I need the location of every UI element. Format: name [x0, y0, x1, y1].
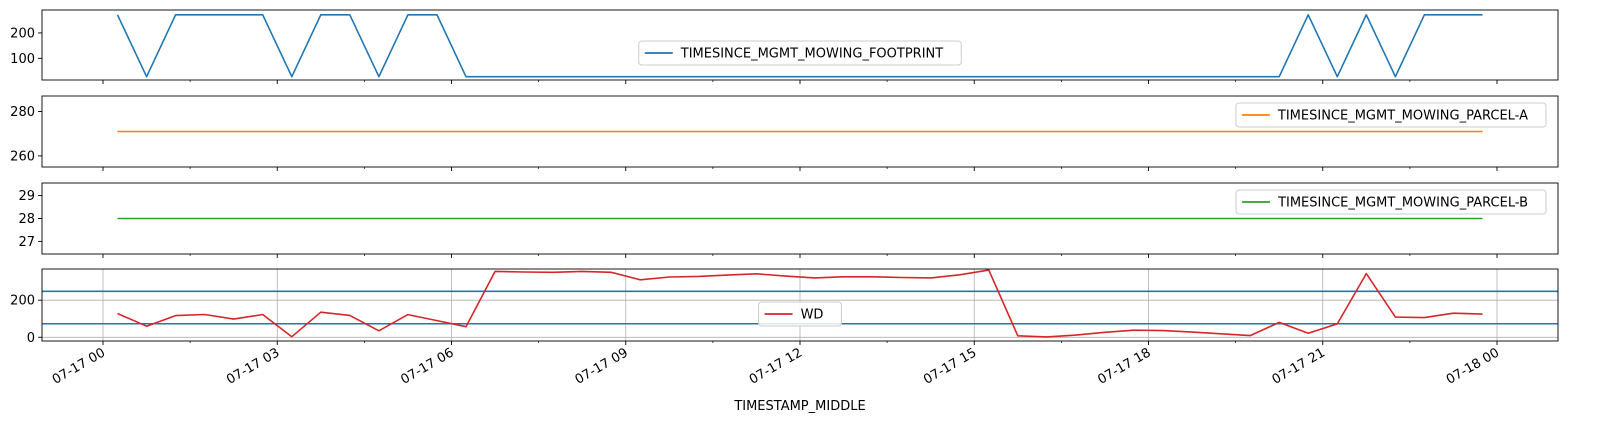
- series-line-footprint: [116, 14, 1483, 78]
- legend-box: [1235, 102, 1547, 128]
- x-axis-label: TIMESTAMP_MIDDLE: [733, 399, 865, 414]
- panel-wd: 0 200 WD: [10, 268, 1559, 346]
- y-tick-label: 29: [18, 189, 35, 204]
- legend-parcel-b: TIMESINCE_MGMT_MOWING_PARCEL-B: [1235, 189, 1547, 215]
- legend-parcel-a: TIMESINCE_MGMT_MOWING_PARCEL-A: [1235, 102, 1547, 128]
- y-tick-label: 0: [27, 331, 35, 346]
- y-tick-label: 280: [10, 105, 35, 120]
- y-tick-label: 28: [18, 212, 35, 227]
- panel-footprint: 100 200 TIMESINCE_MGMT_MOWING_FOOTPRINT: [10, 9, 1559, 84]
- y-tick-label: 100: [10, 52, 35, 67]
- panel-parcel-b: 27 28 29 TIMESINCE_MGMT_MOWING_PARCEL-B: [18, 182, 1559, 258]
- y-tick-label: 200: [10, 294, 35, 309]
- y-tick-label: 260: [10, 149, 35, 164]
- legend-box: [1235, 189, 1547, 215]
- legend-label: WD: [801, 308, 824, 323]
- legend-label: TIMESINCE_MGMT_MOWING_PARCEL-B: [1277, 196, 1528, 211]
- legend-label: TIMESINCE_MGMT_MOWING_PARCEL-A: [1277, 109, 1528, 124]
- series-line-wd: [117, 269, 1483, 338]
- y-tick-label: 27: [18, 235, 35, 250]
- legend-footprint: TIMESINCE_MGMT_MOWING_FOOTPRINT: [638, 40, 962, 66]
- panel-parcel-a: 260 280 TIMESINCE_MGMT_MOWING_PARCEL-A: [10, 95, 1559, 171]
- legend-box: [638, 40, 962, 66]
- legend-box: [758, 301, 842, 327]
- legend-wd: WD: [758, 301, 842, 327]
- legend-label: TIMESINCE_MGMT_MOWING_FOOTPRINT: [680, 47, 944, 62]
- y-tick-label: 200: [10, 26, 35, 41]
